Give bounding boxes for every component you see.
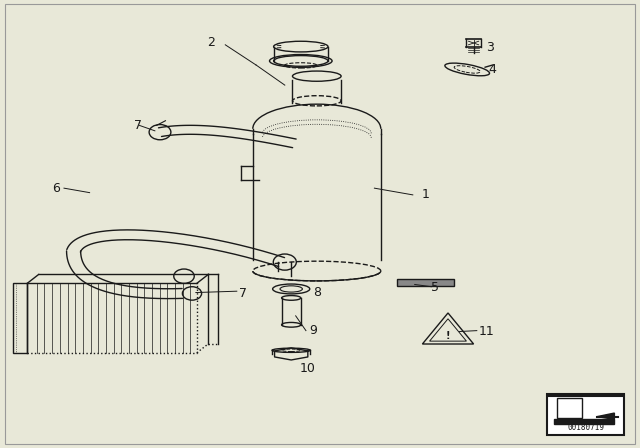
Text: 1: 1 [422, 188, 429, 202]
Text: 7: 7 [239, 287, 247, 300]
Ellipse shape [292, 71, 341, 81]
Text: 8: 8 [313, 285, 321, 299]
Ellipse shape [273, 284, 310, 294]
Bar [397, 279, 454, 286]
Ellipse shape [272, 348, 310, 353]
Text: 00180719: 00180719 [567, 423, 604, 432]
Text: 6: 6 [52, 181, 60, 195]
Bar [13, 284, 27, 353]
Bar [547, 396, 624, 435]
Polygon shape [597, 413, 614, 419]
Text: 3: 3 [486, 40, 493, 54]
Ellipse shape [274, 56, 328, 66]
Text: 10: 10 [300, 362, 315, 375]
Text: 11: 11 [479, 325, 494, 338]
Text: 2: 2 [207, 36, 215, 49]
Ellipse shape [445, 63, 490, 76]
Text: 9: 9 [310, 324, 317, 337]
Text: 5: 5 [431, 281, 439, 294]
Bar [557, 398, 582, 418]
Text: 4: 4 [489, 63, 497, 76]
Ellipse shape [274, 41, 328, 52]
Text: 7: 7 [134, 119, 141, 132]
Ellipse shape [282, 296, 301, 300]
Bar [554, 419, 614, 424]
Text: !: ! [445, 331, 451, 341]
